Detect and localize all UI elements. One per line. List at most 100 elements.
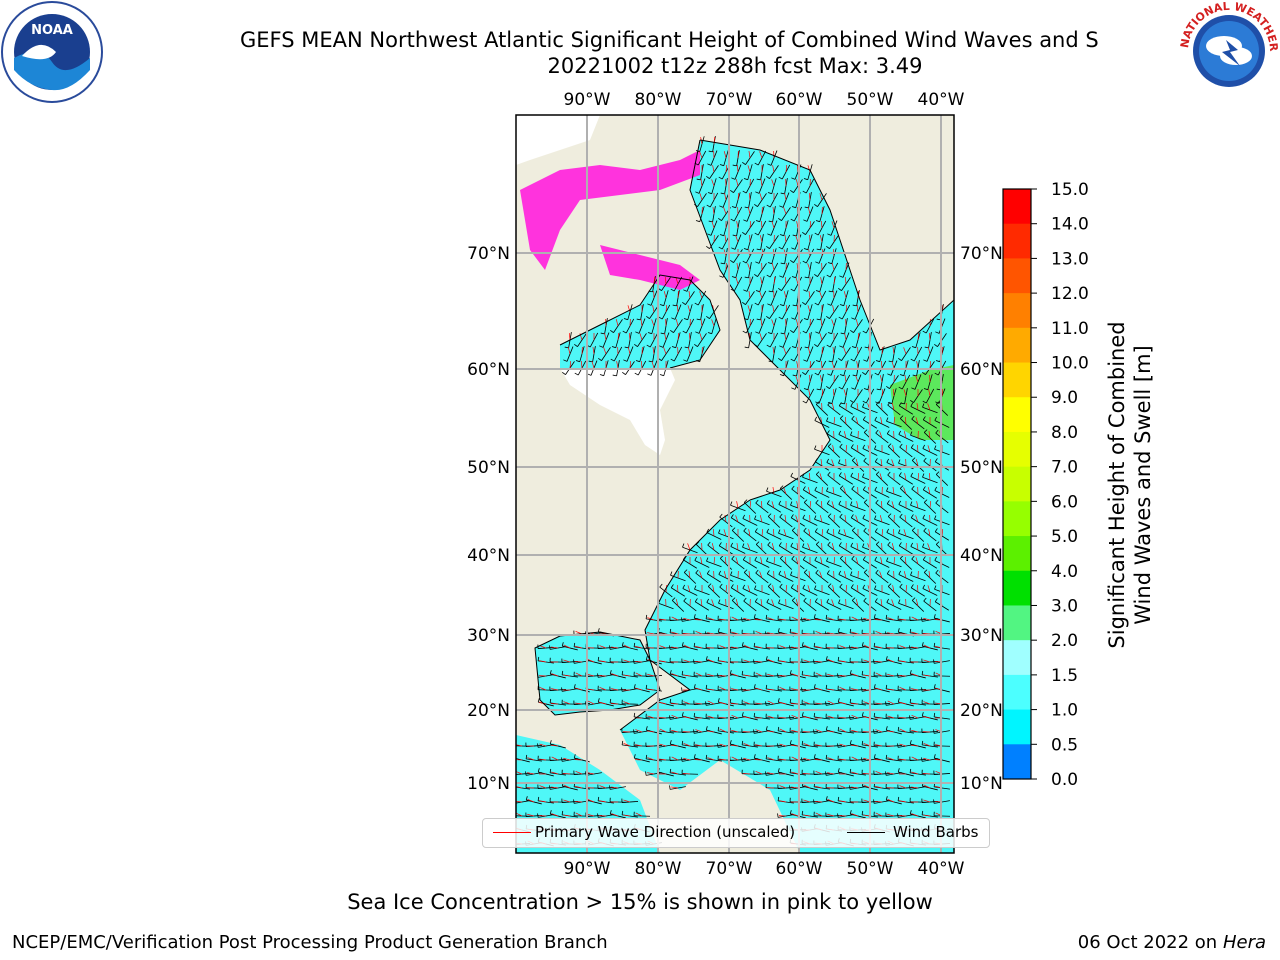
left-latitude-labels: 70°N 60°N 50°N 40°N 30°N 20°N 10°N	[467, 244, 510, 794]
wind-barb-flag	[827, 233, 832, 236]
wave-direction-arrow	[820, 599, 823, 607]
wave-direction-arrow	[903, 347, 907, 355]
wind-barb-flag	[766, 204, 771, 208]
wave-direction-arrow	[779, 701, 787, 705]
wave-direction-arrow	[808, 571, 811, 579]
wind-barb-flag	[730, 189, 734, 193]
wave-direction-arrow	[783, 529, 787, 537]
wave-direction-arrow	[927, 445, 931, 453]
wind-barb-flag	[886, 557, 889, 562]
sea-ice-footnote: Sea Ice Concentration > 15% is shown in …	[347, 890, 933, 914]
wind-barb-flag	[729, 740, 732, 745]
wind-barb-flag	[779, 513, 783, 518]
masked-region-north	[516, 115, 600, 165]
wave-direction-arrow	[735, 277, 739, 285]
wind-barb-flag	[862, 584, 866, 589]
wind-barb-flag	[621, 687, 623, 692]
wind-barb-flag	[909, 628, 912, 633]
wave-direction-arrow	[651, 361, 655, 369]
wind-barb-flag	[789, 698, 792, 703]
wave-direction-arrow	[755, 630, 763, 635]
wave-direction-arrow	[827, 658, 835, 663]
wave-direction-arrow	[639, 333, 643, 341]
wind-barb-flag	[837, 796, 840, 801]
wind-barb-flag	[802, 330, 807, 334]
wind-barb-flag	[743, 597, 747, 602]
wave-direction-arrow	[591, 361, 595, 369]
wind-barb-flag	[767, 583, 772, 587]
wind-barb-flag	[790, 514, 794, 518]
wind-barb-flag	[561, 757, 563, 762]
wind-barb-flag	[753, 614, 756, 619]
wind-barb-flag	[597, 673, 599, 678]
wind-barb-flag	[839, 415, 844, 419]
wave-direction-arrow	[803, 814, 811, 817]
wind-barb-flag	[743, 178, 748, 181]
wind-barb-flag	[706, 557, 709, 562]
wind-barb-flag	[707, 192, 712, 195]
wave-direction-arrow	[851, 786, 859, 789]
wave-direction-arrow	[671, 729, 679, 733]
wind-barb-flag	[862, 444, 866, 449]
wave-direction-arrow	[723, 207, 727, 215]
wind-barb-flag	[645, 771, 647, 776]
wave-direction-arrow	[927, 403, 931, 411]
wind-barb-flag	[766, 175, 770, 179]
wave-direction-arrow	[779, 645, 787, 649]
wind-barb-flag	[635, 331, 640, 334]
wind-barb-flag	[837, 698, 840, 703]
footer-date: 06 Oct 2022 on Hera	[1078, 932, 1266, 953]
wave-direction-arrow	[784, 515, 787, 523]
wind-barb-flag	[683, 318, 688, 321]
wind-barb-flag	[802, 231, 806, 235]
wave-direction-arrow	[700, 319, 703, 327]
wind-barb-flag	[924, 346, 929, 349]
colorbar-tick-label: 11.0	[1051, 319, 1089, 339]
wind-barb-flag	[789, 628, 792, 633]
wind-barb-flag	[911, 485, 915, 490]
wave-direction-arrow	[647, 715, 655, 719]
wave-direction-arrow	[688, 571, 691, 579]
wind-barb-flag	[766, 500, 770, 504]
wind-barb-flag	[801, 642, 804, 647]
wind-barb-flag	[705, 684, 708, 689]
wave-direction-arrow	[767, 730, 775, 733]
wind-barb-flag	[887, 513, 892, 517]
wave-direction-arrow	[587, 772, 595, 775]
wave-direction-arrow	[791, 714, 799, 719]
wind-barb-flag	[610, 358, 615, 362]
wave-direction-arrow	[856, 361, 859, 369]
wind-barb-flag	[897, 656, 900, 661]
wind-barb-flag	[849, 785, 851, 790]
wind-barb-flag	[766, 315, 770, 319]
wave-direction-arrow	[892, 445, 895, 453]
wind-barb-flag	[814, 372, 819, 376]
wave-direction-arrow	[772, 305, 775, 313]
wave-direction-arrow	[827, 632, 835, 635]
wave-direction-arrow	[700, 557, 703, 565]
wave-direction-arrow	[892, 487, 895, 495]
wind-barb-flag	[849, 698, 852, 703]
wave-direction-arrow	[899, 645, 907, 649]
wind-barb-flag	[756, 318, 761, 321]
wind-barb-flag	[646, 344, 651, 348]
wind-barb-flag	[741, 642, 744, 647]
wind-barb-flag	[887, 541, 891, 546]
wave-direction-arrow	[808, 529, 811, 537]
wind-barb-flag	[719, 583, 723, 588]
wind-barb-flag	[755, 541, 760, 545]
wind-barb-flag	[742, 301, 746, 305]
wind-barb-flag	[789, 645, 791, 650]
wind-barb-flag	[777, 698, 780, 703]
wave-direction-arrow	[784, 193, 787, 201]
wind-barb-flag	[561, 810, 564, 815]
wind-barb-flag	[792, 304, 797, 307]
wind-barb-flag	[814, 515, 817, 520]
wind-barb-flag	[609, 785, 611, 790]
wind-barb-flag	[838, 500, 842, 505]
wind-barb-flag	[537, 743, 539, 748]
masked-region	[560, 368, 675, 455]
wind-barb-flag	[755, 499, 759, 504]
wave-direction-arrow	[623, 799, 631, 803]
wind-barb-flag	[813, 799, 815, 804]
